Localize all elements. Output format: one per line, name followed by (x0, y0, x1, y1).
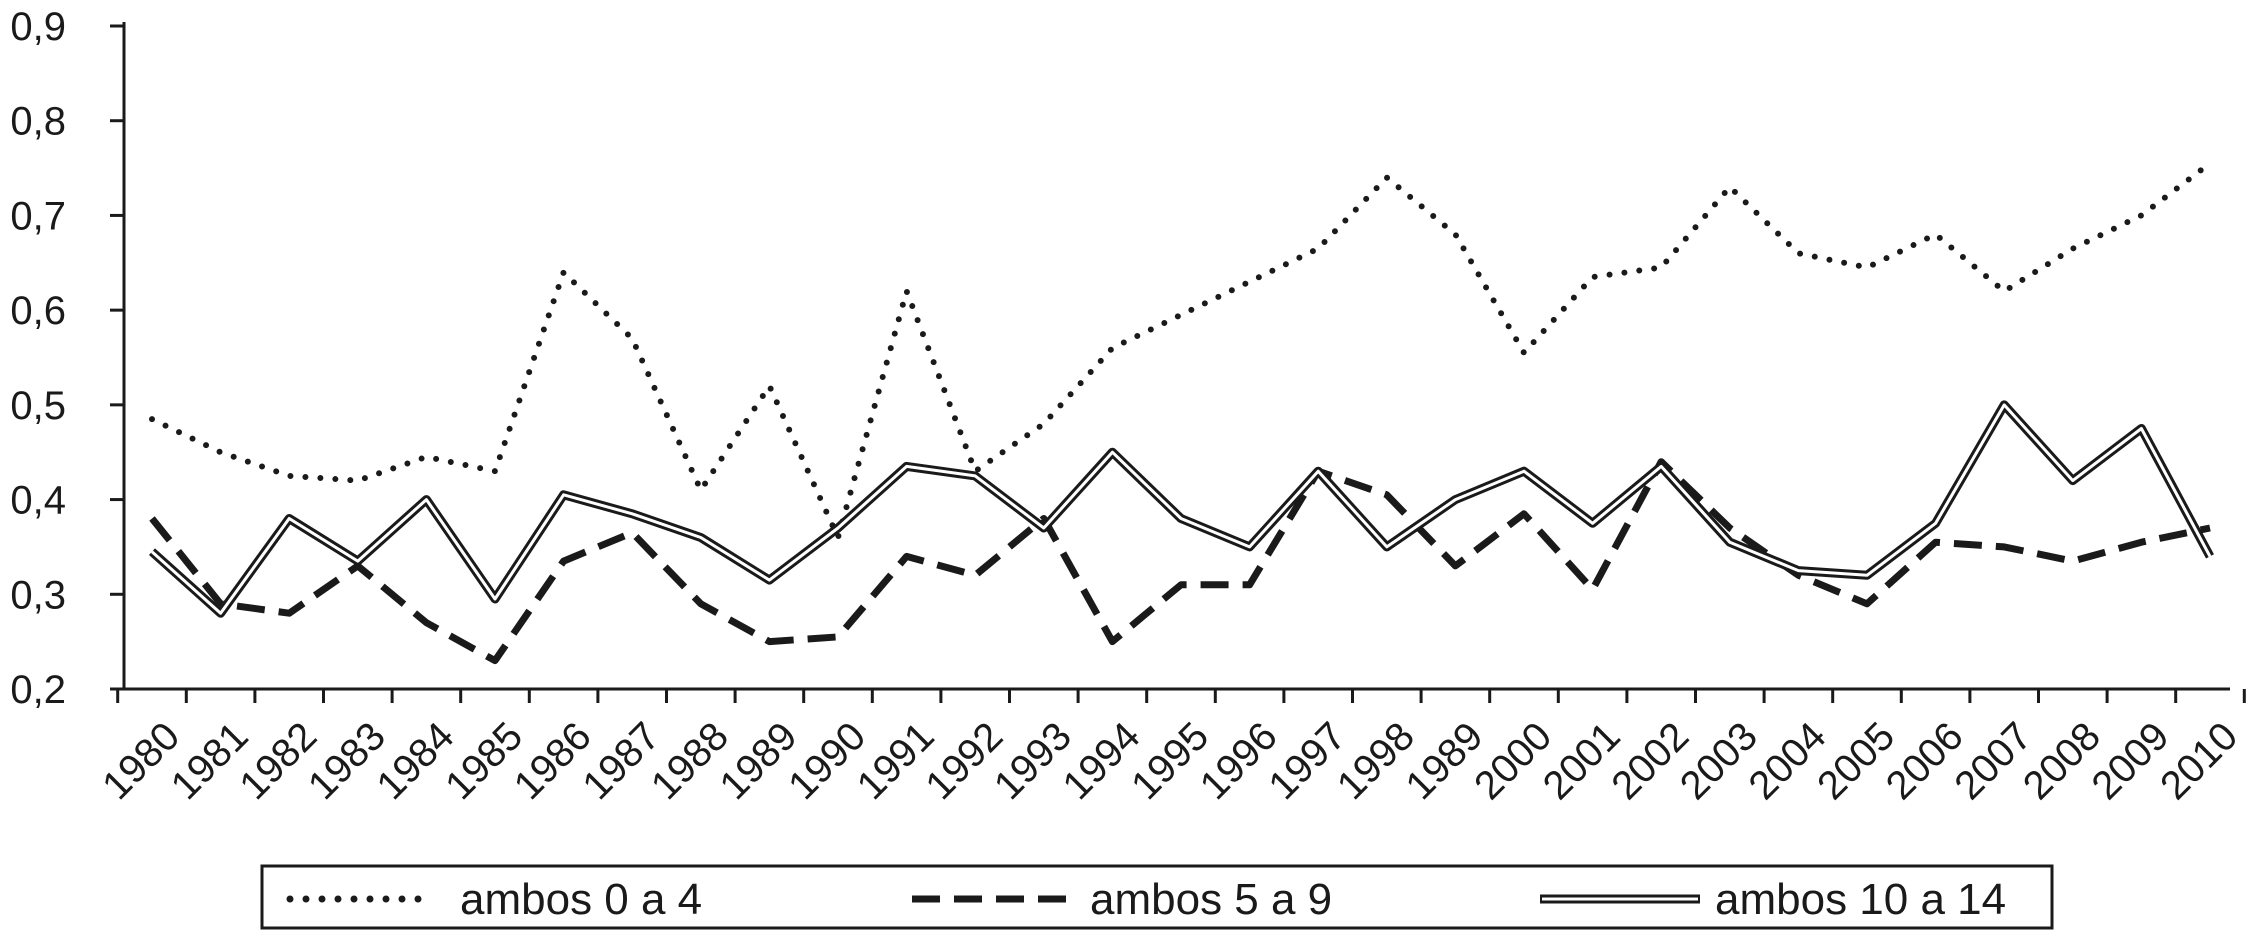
x-tick-label: 2008 (2015, 714, 2109, 808)
x-tick-label: 1995 (1123, 714, 1217, 808)
x-axis: 1980198119821983198419851986198719881989… (94, 687, 2246, 808)
legend: ambos 0 a 4 ambos 5 a 9 ambos 10 a 14 (260, 864, 2054, 930)
series-line-2 (149, 458, 2211, 665)
x-tick-label: 1989 (1398, 714, 1492, 808)
y-tick-label: 0,8 (10, 100, 66, 144)
legend-box (260, 864, 2054, 930)
x-tick-label: 1985 (437, 714, 531, 808)
x-tick-label: 1997 (1260, 714, 1354, 808)
x-tick-label: 2001 (1535, 714, 1629, 808)
x-tick-label: 1990 (780, 714, 874, 808)
x-tick-label: 1986 (506, 714, 600, 808)
x-tick-label: 2006 (1878, 714, 1972, 808)
x-tick-label: 1983 (300, 714, 394, 808)
x-tick-label: 1982 (231, 714, 325, 808)
x-tick-label: 1981 (163, 714, 257, 808)
x-tick-label: 1980 (94, 714, 188, 808)
legend-label-series-2: ambos 5 a 9 (1090, 875, 1332, 924)
series-lines (148, 160, 2214, 665)
y-tick-label: 0,4 (10, 479, 66, 523)
x-tick-label: 2005 (1809, 714, 1903, 808)
x-tick-label: 1992 (917, 714, 1011, 808)
y-tick-label: 0,9 (10, 5, 66, 49)
x-tick-label: 1993 (986, 714, 1080, 808)
x-tick-label: 1987 (574, 714, 668, 808)
series-line-3-inner (150, 403, 2212, 615)
x-tick-label: 1988 (643, 714, 737, 808)
y-tick-label: 0,6 (10, 289, 66, 333)
x-tick-label: 1984 (369, 714, 463, 808)
x-tick-label: 2003 (1672, 714, 1766, 808)
x-tick-label: 2000 (1466, 714, 1560, 808)
series-line-1 (149, 160, 2213, 541)
y-tick-label: 0,2 (10, 668, 66, 712)
y-tick-label: 0,3 (10, 573, 66, 617)
y-tick-label: 0,7 (10, 194, 66, 238)
x-tick-label: 2007 (1946, 714, 2040, 808)
x-tick-label: 2002 (1603, 714, 1697, 808)
y-tick-label: 0,5 (10, 384, 66, 428)
x-tick-label: 1996 (1192, 714, 1286, 808)
x-tick-label: 1998 (1329, 714, 1423, 808)
x-tick-label: 1989 (712, 714, 806, 808)
legend-label-series-3: ambos 10 a 14 (1715, 875, 2006, 924)
y-axis: 0,2 0,3 0,4 0,5 0,6 0,7 0,8 0,9 (10, 5, 126, 712)
x-tick-label: 2009 (2084, 714, 2178, 808)
legend-label-series-1: ambos 0 a 4 (460, 875, 702, 924)
x-tick-label: 2010 (2152, 714, 2246, 808)
x-tick-label: 2004 (1741, 714, 1835, 808)
x-tick-label: 1994 (1055, 714, 1149, 808)
x-tick-label: 1991 (849, 714, 943, 808)
